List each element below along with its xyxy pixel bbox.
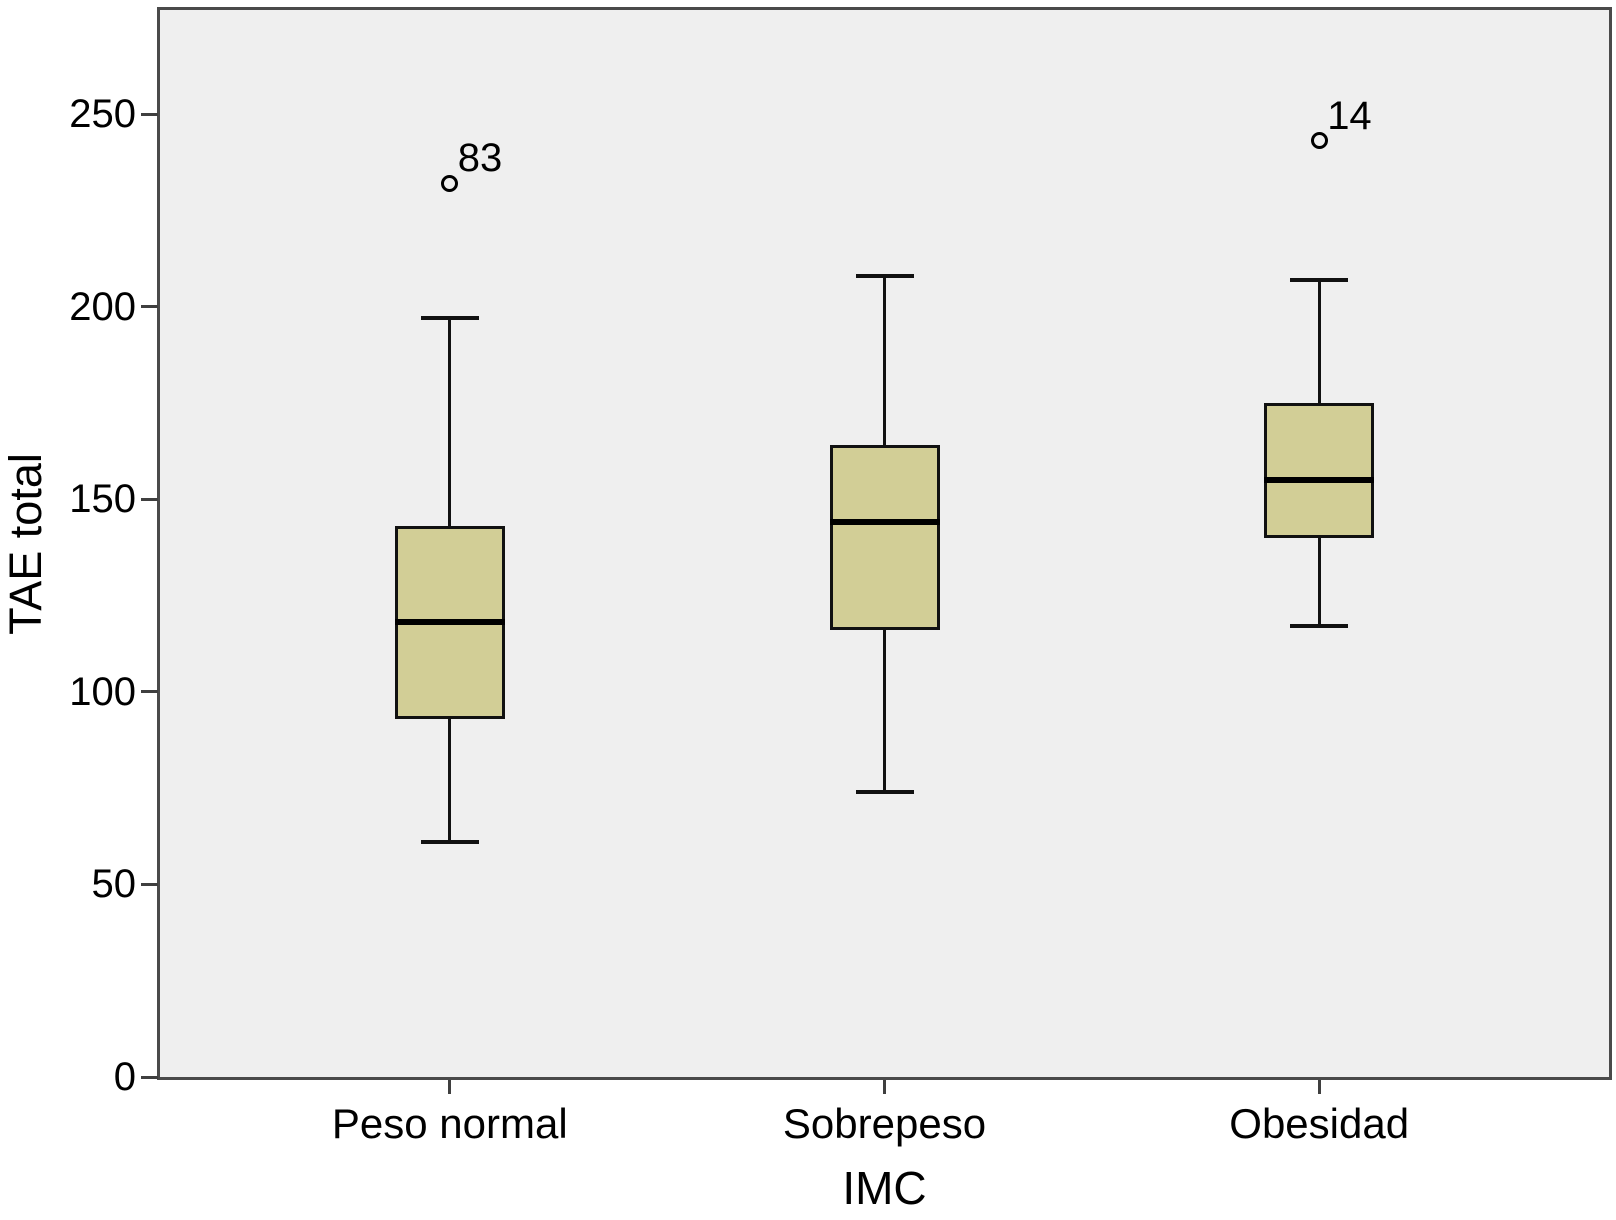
y-axis-tick bbox=[141, 497, 158, 501]
x-axis-tick bbox=[448, 1080, 452, 1094]
lower-whisker-line bbox=[883, 630, 886, 792]
y-axis-tick-label: 100 bbox=[69, 669, 136, 714]
upper-whisker-cap bbox=[1290, 277, 1349, 282]
y-axis-tick bbox=[141, 112, 158, 116]
x-axis-category-label: Obesidad bbox=[1229, 1100, 1410, 1147]
outlier-point bbox=[1310, 132, 1328, 150]
median-line bbox=[1264, 476, 1375, 483]
outlier-label: 14 bbox=[1327, 93, 1372, 138]
upper-whisker-line bbox=[1317, 279, 1321, 403]
median-line bbox=[394, 619, 505, 626]
y-axis-tick bbox=[141, 690, 158, 694]
y-axis-tick-label: 250 bbox=[69, 92, 136, 136]
y-axis-tick-label: 200 bbox=[69, 284, 136, 329]
lower-whisker-line bbox=[1317, 537, 1321, 627]
x-axis-tick bbox=[883, 1080, 886, 1094]
x-axis-tick bbox=[1317, 1080, 1321, 1094]
upper-whisker-cap bbox=[420, 316, 479, 321]
upper-whisker-line bbox=[883, 275, 886, 446]
outlier-point bbox=[441, 174, 459, 192]
y-axis-tick-label: 50 bbox=[91, 862, 137, 907]
x-axis-category-label: Peso normal bbox=[331, 1100, 568, 1147]
upper-whisker-line bbox=[448, 318, 452, 527]
y-axis-tick bbox=[141, 1075, 158, 1079]
iqr-box bbox=[1264, 402, 1375, 538]
lower-whisker-cap bbox=[1290, 624, 1349, 629]
y-axis-tick bbox=[141, 882, 158, 886]
y-axis-tick-label: 0 bbox=[113, 1055, 136, 1099]
outlier-label: 83 bbox=[457, 136, 503, 181]
median-line bbox=[829, 519, 940, 526]
lower-whisker-cap bbox=[855, 789, 914, 794]
iqr-box bbox=[829, 445, 940, 631]
x-axis-title: IMC bbox=[842, 1162, 927, 1214]
upper-whisker-cap bbox=[855, 273, 914, 278]
y-axis-tick bbox=[141, 305, 158, 309]
lower-whisker-cap bbox=[420, 840, 479, 845]
lower-whisker-line bbox=[448, 718, 452, 842]
x-axis-category-label: Sobrepeso bbox=[782, 1100, 987, 1147]
y-axis-tick-label: 150 bbox=[69, 477, 136, 522]
